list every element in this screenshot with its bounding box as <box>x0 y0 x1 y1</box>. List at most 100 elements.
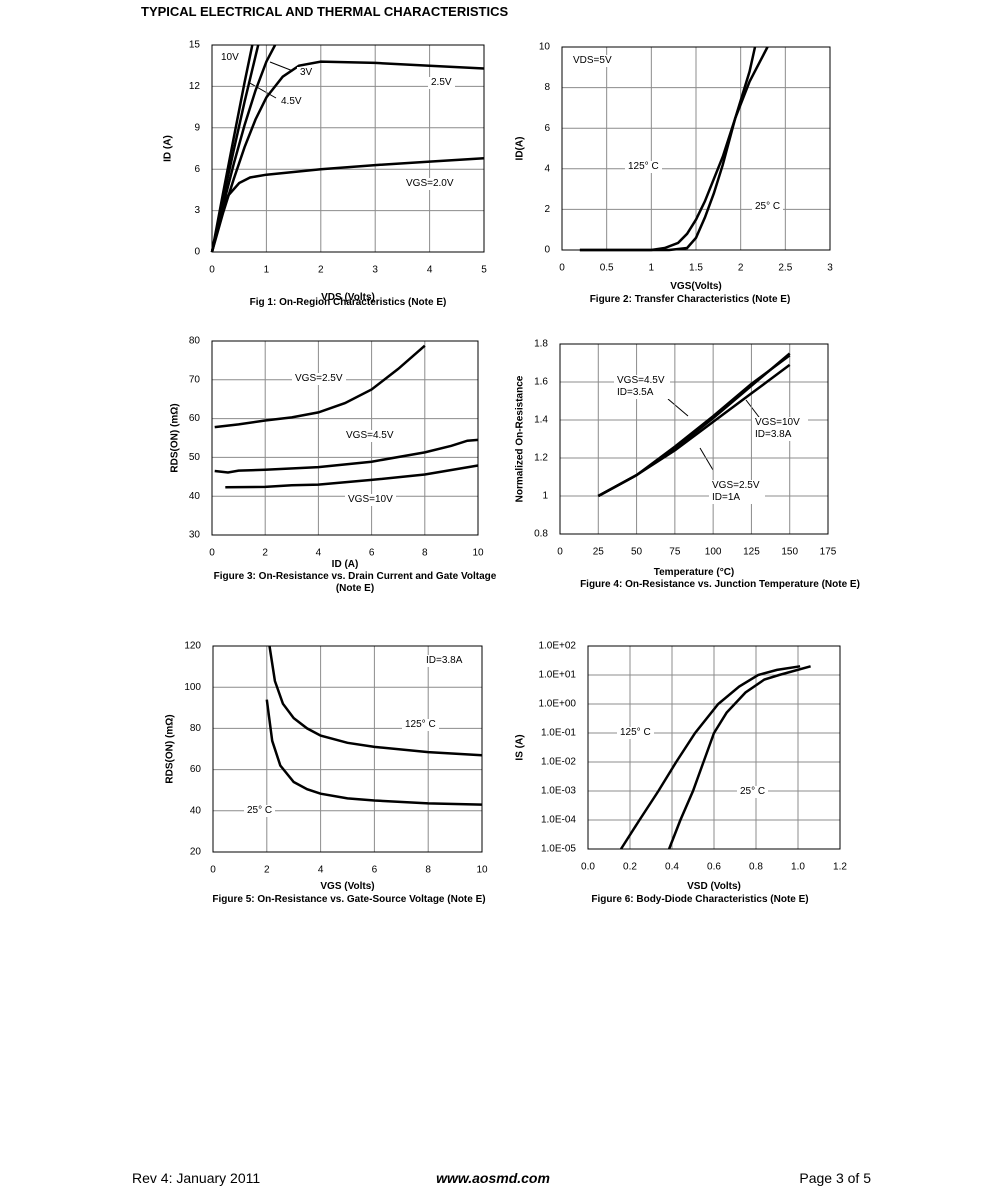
y-tick-label: 1.0E-03 <box>541 786 576 797</box>
y-tick-label: 0 <box>194 247 200 258</box>
y-tick-label: 1 <box>542 491 548 502</box>
y-tick-label: 1.0E+01 <box>538 670 576 681</box>
y-tick-label: 60 <box>189 413 201 424</box>
y-tick-label: 1.0E-05 <box>541 844 576 855</box>
curve <box>210 156 485 253</box>
chart-title: Figure 3: On-Resistance vs. Drain Curren… <box>213 571 497 594</box>
leader <box>247 81 277 99</box>
y-axis-label: RDS(ON) (mΩ) <box>165 714 176 783</box>
x-tick-label: 2 <box>318 265 324 276</box>
x-tick-label: 0 <box>209 265 215 276</box>
chart-title: Figure 6: Body-Diode Characteristics (No… <box>591 894 809 905</box>
x-tick-label: 1.2 <box>833 862 847 873</box>
plot-frame <box>561 46 831 251</box>
curve-label: VGS=10V ID=3.8A <box>752 417 808 441</box>
x-axis-label: VGS(Volts) <box>670 281 722 292</box>
x-tick-label: 150 <box>781 547 798 558</box>
x-axis-label: Temperature (°C) <box>653 567 735 578</box>
x-tick-label: 0.4 <box>665 862 679 873</box>
y-tick-label: 40 <box>189 491 201 502</box>
x-tick-label: 0 <box>559 263 565 274</box>
y-tick-label: 70 <box>189 374 201 385</box>
y-axis-label: RDS(ON) (mΩ) <box>170 403 181 472</box>
x-tick-label: 10 <box>476 865 488 876</box>
x-tick-label: 2 <box>738 263 744 274</box>
x-tick-label: 1 <box>649 263 655 274</box>
x-tick-label: 2.5 <box>778 263 792 274</box>
y-tick-label: 10 <box>539 42 551 53</box>
curve-label: VGS=10V <box>345 494 396 506</box>
x-tick-label: 8 <box>425 865 431 876</box>
leader <box>269 61 294 72</box>
x-tick-label: 125 <box>743 547 760 558</box>
x-tick-label: 3 <box>372 265 378 276</box>
x-tick-label: 6 <box>372 865 378 876</box>
y-tick-label: 0 <box>544 245 550 256</box>
y-tick-label: 80 <box>190 723 202 734</box>
curve-label: VGS=2.5V ID=1A <box>709 480 765 504</box>
y-tick-label: 6 <box>194 164 200 175</box>
x-tick-label: 0.6 <box>707 862 721 873</box>
x-tick-label: 2 <box>262 548 268 559</box>
x-tick-label: 1 <box>264 265 270 276</box>
y-axis-label: ID (A) <box>163 135 174 162</box>
curve-label: 125° C <box>625 161 662 173</box>
plot-frame <box>211 44 485 253</box>
y-tick-label: 120 <box>184 641 201 652</box>
y-tick-label: 80 <box>189 336 201 347</box>
y-tick-label: 1.4 <box>534 415 548 426</box>
chart-title: Figure 2: Transfer Characteristics (Note… <box>589 294 791 305</box>
x-axis-label: VDS (Volts) <box>321 292 375 303</box>
x-tick-label: 50 <box>631 547 643 558</box>
curve <box>579 46 769 252</box>
x-tick-label: 0.2 <box>623 862 637 873</box>
x-tick-label: 4 <box>427 265 433 276</box>
curve-label: 3V <box>297 67 316 79</box>
plot-frame <box>587 645 841 850</box>
x-tick-label: 0.0 <box>581 862 595 873</box>
curve <box>265 699 483 806</box>
curve <box>210 44 277 253</box>
curve-label: VGS=2.0V <box>403 178 457 190</box>
curve-label: VGS=2.5V <box>292 373 346 385</box>
curve-label: 25° C <box>752 201 784 213</box>
curve-label: 2.5V <box>428 77 455 89</box>
website: www.aosmd.com <box>436 1170 550 1186</box>
x-tick-label: 0 <box>557 547 563 558</box>
x-tick-label: 0.5 <box>600 263 614 274</box>
y-tick-label: 60 <box>190 764 202 775</box>
x-tick-label: 6 <box>369 548 375 559</box>
x-tick-label: 0 <box>209 548 215 559</box>
y-tick-label: 12 <box>189 81 201 92</box>
annotation: ID=3.8A <box>423 655 466 667</box>
annotation: VDS=5V <box>570 55 615 67</box>
x-tick-label: 75 <box>669 547 681 558</box>
y-tick-label: 9 <box>194 122 200 133</box>
y-axis-label: IS (A) <box>515 734 526 760</box>
y-tick-label: 50 <box>189 452 201 463</box>
curve-label: 4.5V <box>278 96 305 108</box>
y-tick-label: 4 <box>544 163 550 174</box>
x-tick-label: 100 <box>705 547 722 558</box>
curve-label: 125° C <box>617 727 654 739</box>
curve <box>579 46 757 252</box>
y-tick-label: 1.8 <box>534 339 548 350</box>
y-axis-label: Normalized On-Resistance <box>515 375 526 502</box>
x-axis-label: VSD (Volts) <box>687 881 741 892</box>
curve <box>214 344 426 429</box>
curve <box>210 60 485 253</box>
arrow <box>667 398 689 417</box>
curve <box>619 665 801 850</box>
y-tick-label: 1.6 <box>534 377 548 388</box>
x-axis-label: VGS (Volts) <box>320 881 375 892</box>
curve <box>225 464 479 489</box>
y-tick-label: 30 <box>189 530 201 541</box>
curve-label: VGS=4.5V ID=3.5A <box>614 375 670 399</box>
y-axis-label: ID(A) <box>515 137 526 161</box>
x-tick-label: 1.5 <box>689 263 703 274</box>
curve-label: 10V <box>218 52 242 64</box>
y-tick-label: 6 <box>544 123 550 134</box>
curve <box>667 665 811 850</box>
y-tick-label: 15 <box>189 40 201 51</box>
